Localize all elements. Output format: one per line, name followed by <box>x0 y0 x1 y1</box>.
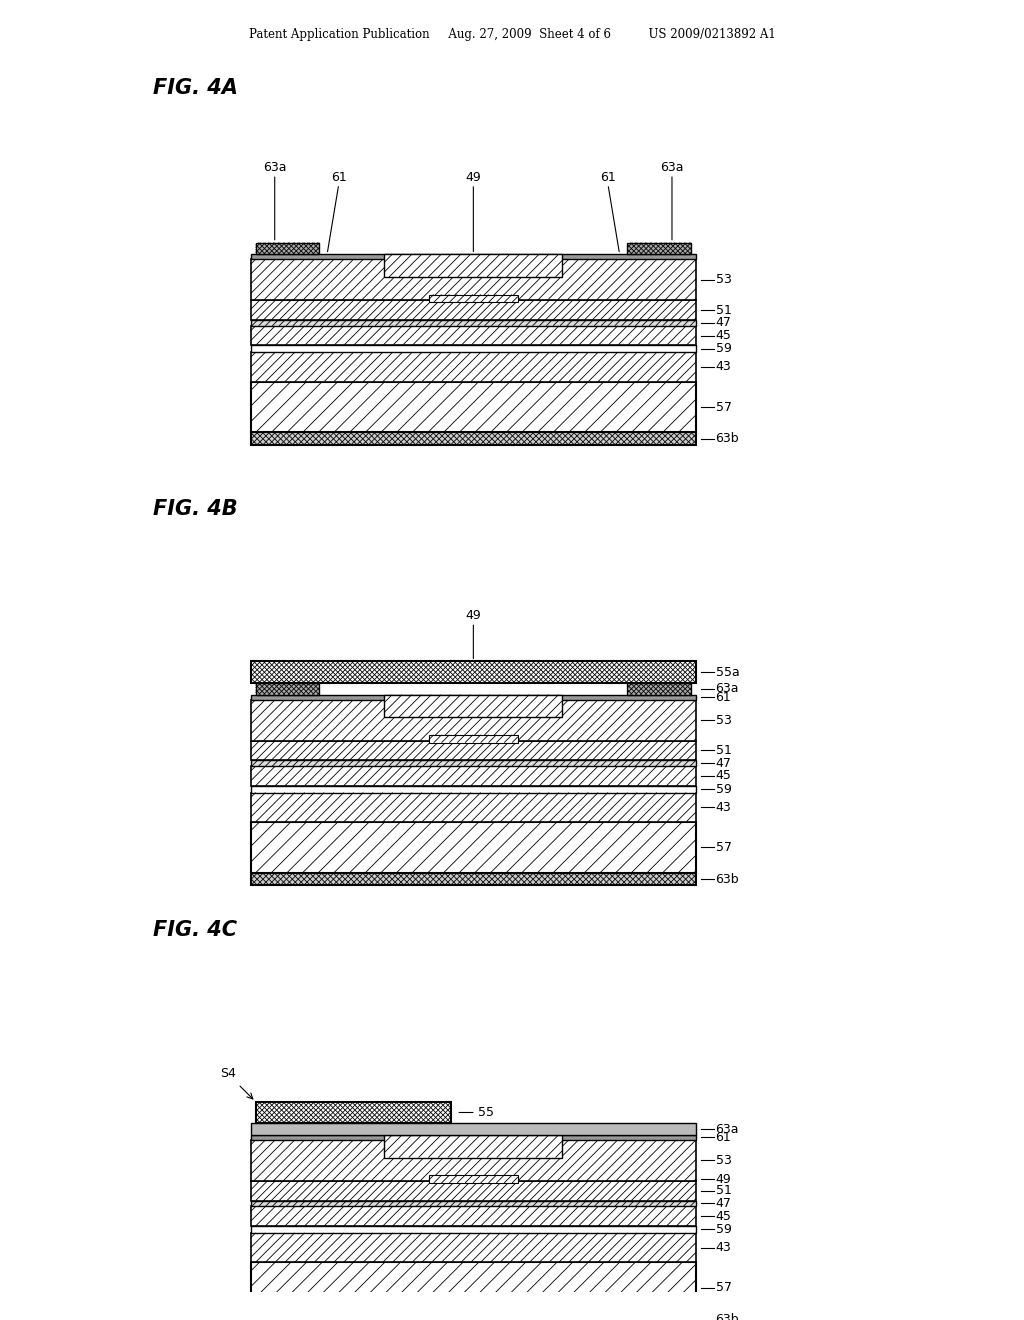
Bar <box>251 760 696 766</box>
Bar <box>251 326 696 346</box>
Bar <box>251 1313 696 1320</box>
Text: 61: 61 <box>716 690 731 704</box>
Bar <box>251 661 696 682</box>
Text: 49: 49 <box>466 610 481 622</box>
Bar <box>251 873 696 886</box>
Bar <box>429 735 518 743</box>
Text: 53: 53 <box>716 273 731 286</box>
Bar <box>384 255 562 277</box>
Bar <box>251 1226 696 1233</box>
Text: 55: 55 <box>478 1106 494 1119</box>
Bar <box>384 694 562 717</box>
Text: 63a: 63a <box>716 682 739 696</box>
Text: 47: 47 <box>716 1197 731 1210</box>
Text: 63b: 63b <box>716 1313 739 1320</box>
Bar <box>251 792 696 822</box>
Text: 45: 45 <box>716 1209 731 1222</box>
Bar <box>251 1201 696 1206</box>
Bar <box>251 433 696 445</box>
Text: 57: 57 <box>716 841 731 854</box>
Text: 47: 47 <box>716 317 731 330</box>
Text: 51: 51 <box>716 744 731 756</box>
Bar <box>251 346 696 352</box>
Bar <box>251 785 696 792</box>
Bar <box>251 319 696 326</box>
Bar <box>251 822 696 873</box>
Text: 43: 43 <box>716 1241 731 1254</box>
Bar <box>251 1206 696 1226</box>
Bar <box>251 352 696 381</box>
Bar <box>251 694 696 700</box>
Text: Patent Application Publication     Aug. 27, 2009  Sheet 4 of 6          US 2009/: Patent Application Publication Aug. 27, … <box>249 28 775 41</box>
Text: 57: 57 <box>716 1282 731 1294</box>
Bar <box>429 1175 518 1183</box>
Text: 61: 61 <box>600 172 615 183</box>
Text: 45: 45 <box>716 329 731 342</box>
Text: 61: 61 <box>716 1131 731 1144</box>
Bar <box>251 1181 696 1201</box>
Text: 49: 49 <box>716 1172 731 1185</box>
Text: 45: 45 <box>716 770 731 783</box>
Text: 59: 59 <box>716 342 731 355</box>
Bar <box>429 294 518 302</box>
Bar <box>251 1140 696 1181</box>
Text: FIG. 4A: FIG. 4A <box>153 78 238 98</box>
Text: 57: 57 <box>716 400 731 413</box>
Bar <box>628 243 691 255</box>
Text: 63a: 63a <box>716 1122 739 1135</box>
Bar <box>251 1233 696 1262</box>
Text: 51: 51 <box>716 1184 731 1197</box>
Bar <box>251 259 696 301</box>
Text: 47: 47 <box>716 756 731 770</box>
Text: 63b: 63b <box>716 433 739 445</box>
Bar <box>256 1102 452 1123</box>
Bar <box>251 700 696 741</box>
Text: 63a: 63a <box>660 161 684 174</box>
Text: 59: 59 <box>716 783 731 796</box>
Text: FIG. 4C: FIG. 4C <box>153 920 237 940</box>
Bar <box>251 301 696 319</box>
Text: 59: 59 <box>716 1222 731 1236</box>
Text: 49: 49 <box>466 172 481 183</box>
Text: 53: 53 <box>716 1154 731 1167</box>
Bar <box>251 766 696 785</box>
Bar <box>251 1262 696 1313</box>
Bar <box>251 255 696 259</box>
Bar <box>628 682 691 694</box>
Bar <box>251 1123 696 1135</box>
Bar <box>251 381 696 433</box>
Text: S4: S4 <box>220 1067 237 1080</box>
Text: FIG. 4B: FIG. 4B <box>153 499 238 519</box>
Bar <box>256 682 319 694</box>
Text: 43: 43 <box>716 801 731 813</box>
Text: 63b: 63b <box>716 873 739 886</box>
Text: 43: 43 <box>716 360 731 374</box>
Text: 63a: 63a <box>263 161 287 174</box>
Text: 55a: 55a <box>716 665 739 678</box>
Text: 61: 61 <box>331 172 347 183</box>
Text: 51: 51 <box>716 304 731 317</box>
Text: 53: 53 <box>716 714 731 726</box>
Bar <box>251 1135 696 1140</box>
Bar <box>256 243 319 255</box>
Bar <box>251 741 696 760</box>
Bar <box>384 1135 562 1158</box>
